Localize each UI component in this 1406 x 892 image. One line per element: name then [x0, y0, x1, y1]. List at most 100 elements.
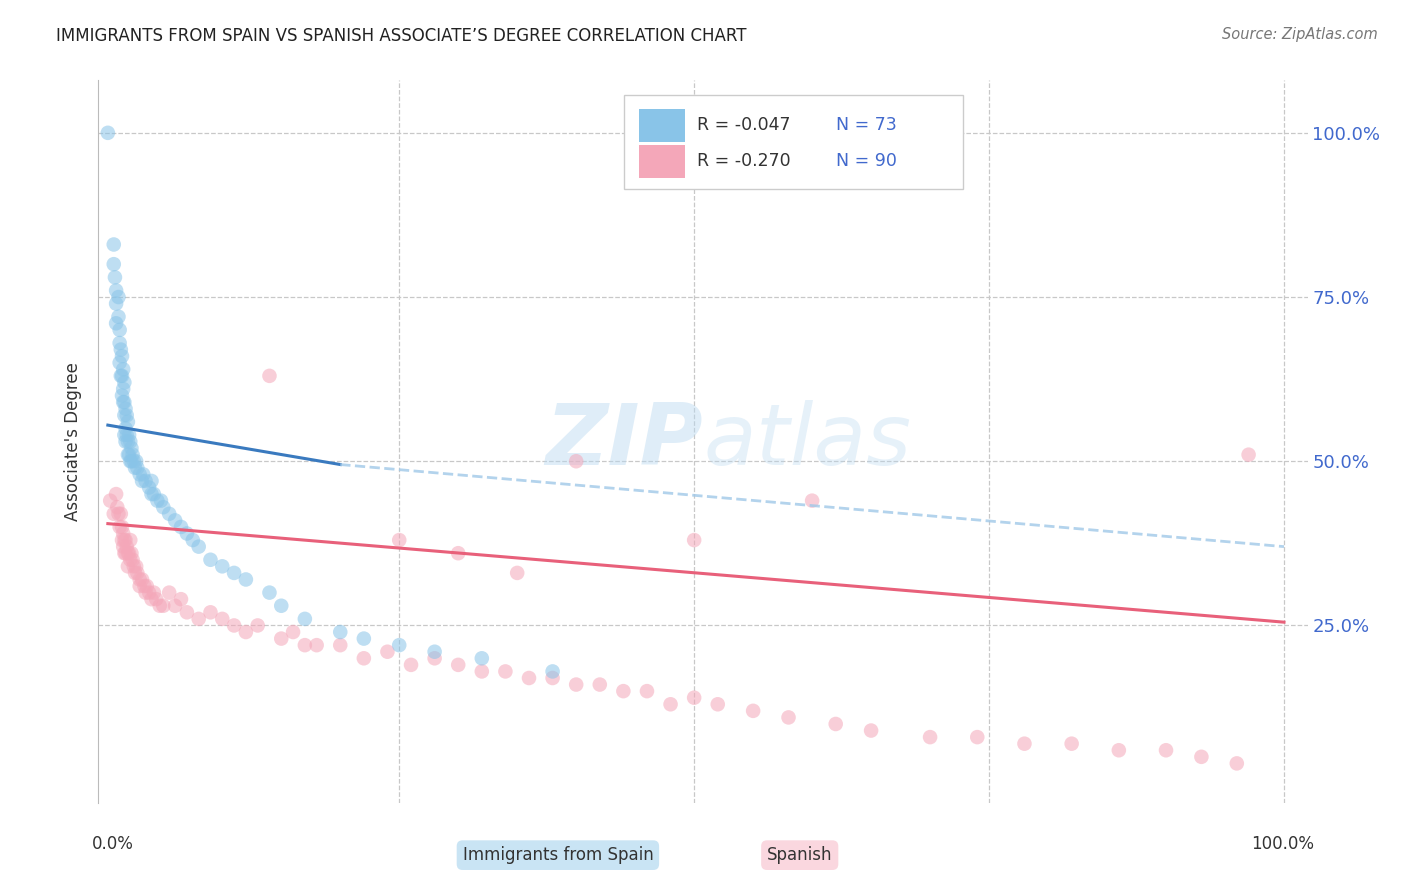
- Point: [305, 638, 328, 652]
- Point: [447, 546, 470, 560]
- Point: [128, 467, 150, 482]
- Point: [200, 605, 222, 619]
- Point: [127, 566, 149, 580]
- Point: [112, 526, 135, 541]
- Point: [388, 638, 411, 652]
- Text: Spanish: Spanish: [768, 847, 832, 864]
- Point: [112, 428, 135, 442]
- Point: [259, 368, 281, 383]
- Point: [120, 533, 142, 547]
- Point: [110, 368, 132, 383]
- Point: [157, 585, 180, 599]
- Point: [122, 559, 145, 574]
- Point: [329, 625, 352, 640]
- Point: [270, 632, 292, 646]
- Point: [683, 533, 706, 547]
- Point: [471, 651, 494, 665]
- Point: [104, 270, 127, 285]
- Point: [377, 645, 399, 659]
- Point: [589, 677, 612, 691]
- Point: [1014, 737, 1036, 751]
- Point: [141, 592, 163, 607]
- Point: [128, 579, 150, 593]
- Bar: [638, 145, 685, 178]
- Point: [118, 428, 141, 442]
- Point: [281, 625, 304, 640]
- Point: [120, 553, 142, 567]
- Point: [132, 467, 155, 482]
- Point: [920, 730, 942, 744]
- Point: [117, 448, 139, 462]
- Point: [103, 237, 125, 252]
- Point: [1226, 756, 1249, 771]
- Point: [1060, 737, 1083, 751]
- Point: [141, 474, 163, 488]
- Point: [117, 559, 139, 574]
- Point: [246, 618, 269, 632]
- Point: [120, 546, 142, 560]
- Point: [121, 448, 143, 462]
- Point: [111, 349, 134, 363]
- Point: [778, 710, 800, 724]
- Point: [388, 533, 411, 547]
- Point: [636, 684, 658, 698]
- Y-axis label: Associate's Degree: Associate's Degree: [65, 362, 83, 521]
- Point: [112, 533, 135, 547]
- Point: [294, 638, 316, 652]
- Text: 100.0%: 100.0%: [1250, 835, 1313, 854]
- Point: [142, 487, 165, 501]
- Point: [706, 698, 728, 712]
- Point: [124, 566, 146, 580]
- Point: [120, 454, 142, 468]
- Point: [138, 481, 160, 495]
- Text: N = 90: N = 90: [837, 153, 897, 170]
- Point: [122, 454, 145, 468]
- Point: [117, 415, 139, 429]
- Point: [142, 585, 165, 599]
- Point: [115, 428, 138, 442]
- Point: [118, 546, 141, 560]
- Point: [1189, 749, 1212, 764]
- Point: [105, 296, 128, 310]
- Point: [541, 671, 564, 685]
- Point: [149, 599, 172, 613]
- Point: [112, 362, 135, 376]
- Point: [1108, 743, 1130, 757]
- Point: [118, 448, 141, 462]
- Point: [824, 717, 846, 731]
- Text: Source: ZipAtlas.com: Source: ZipAtlas.com: [1222, 27, 1378, 42]
- Point: [103, 257, 125, 271]
- Point: [270, 599, 292, 613]
- Point: [110, 507, 132, 521]
- Point: [353, 632, 375, 646]
- Point: [105, 500, 128, 515]
- Text: 0.0%: 0.0%: [93, 835, 134, 854]
- Point: [211, 559, 233, 574]
- Point: [124, 460, 146, 475]
- Point: [801, 493, 824, 508]
- Point: [165, 513, 187, 527]
- Point: [517, 671, 540, 685]
- Point: [152, 599, 174, 613]
- Point: [105, 316, 128, 330]
- Text: IMMIGRANTS FROM SPAIN VS SPANISH ASSOCIATE’S DEGREE CORRELATION CHART: IMMIGRANTS FROM SPAIN VS SPANISH ASSOCIA…: [56, 27, 747, 45]
- Point: [114, 533, 136, 547]
- Point: [107, 507, 129, 521]
- Point: [114, 434, 136, 449]
- Point: [111, 520, 134, 534]
- Point: [860, 723, 883, 738]
- Text: atlas: atlas: [703, 400, 911, 483]
- Point: [112, 395, 135, 409]
- Point: [114, 401, 136, 416]
- FancyBboxPatch shape: [624, 95, 963, 189]
- Point: [135, 579, 157, 593]
- Point: [121, 553, 143, 567]
- Point: [447, 657, 470, 672]
- Point: [108, 336, 131, 351]
- Point: [103, 507, 125, 521]
- Point: [612, 684, 634, 698]
- Point: [152, 500, 174, 515]
- Point: [211, 612, 233, 626]
- Point: [112, 409, 135, 423]
- Point: [125, 454, 148, 468]
